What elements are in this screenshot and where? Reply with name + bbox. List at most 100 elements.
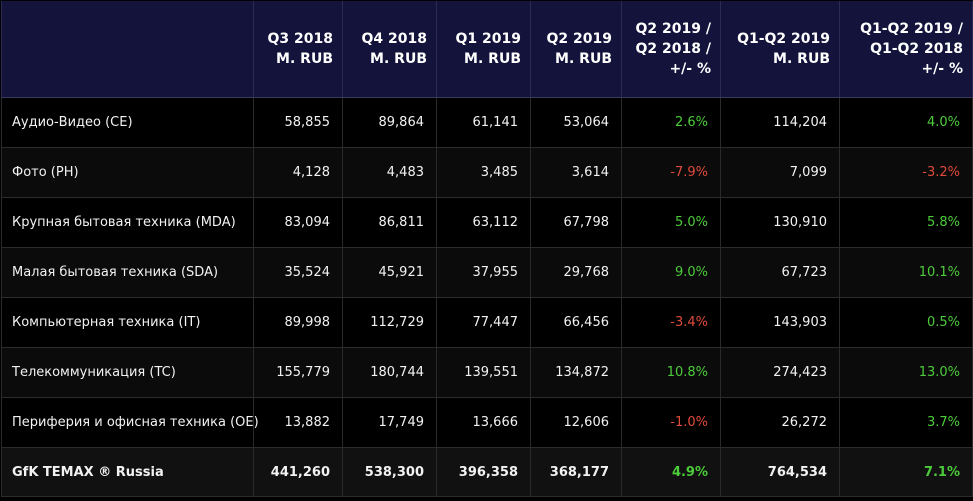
cell-h1-2019: 26,272: [720, 397, 840, 448]
cell-q3-2018: 441,260: [253, 447, 343, 497]
column-header-line: M. RUB: [464, 51, 521, 67]
cell-q3-2018: 83,094: [253, 197, 343, 248]
cell-h1-2019: 143,903: [720, 297, 840, 348]
cell-q3-2018: 58,855: [253, 97, 343, 148]
cell-h1-yoy: 0.5%: [839, 297, 973, 348]
cell-q1-2019: 63,112: [436, 197, 531, 248]
column-header-q3-2018: Q3 2018 M. RUB: [253, 1, 343, 98]
column-header-line: M. RUB: [555, 51, 612, 67]
cell-q1-2019: 77,447: [436, 297, 531, 348]
cell-q4-2018: 4,483: [342, 147, 437, 198]
cell-h1-2019: 274,423: [720, 347, 840, 398]
cell-q2-2019: 66,456: [530, 297, 622, 348]
cell-category: Фото (PH): [1, 147, 254, 198]
column-header-line: Q1 2019: [455, 31, 521, 47]
cell-q2-yoy: -3.4%: [621, 297, 721, 348]
cell-h1-2019: 67,723: [720, 247, 840, 298]
cell-q2-yoy: 5.0%: [621, 197, 721, 248]
column-header-line: M. RUB: [773, 51, 830, 67]
cell-q3-2018: 13,882: [253, 397, 343, 448]
cell-q2-yoy: -1.0%: [621, 397, 721, 448]
cell-q3-2018: 35,524: [253, 247, 343, 298]
table-row: Телекоммуникация (TC) 155,779 180,744 139,5…: [1, 347, 973, 398]
column-header-q2-2019: Q2 2019 M. RUB: [530, 1, 622, 98]
column-header-line: M. RUB: [276, 51, 333, 67]
column-header-line: Q4 2018: [361, 31, 427, 47]
column-header-h1-2019: Q1-Q2 2019 M. RUB: [720, 1, 840, 98]
cell-h1-yoy: 13.0%: [839, 347, 973, 398]
cell-q4-2018: 180,744: [342, 347, 437, 398]
column-header-line: +/- %: [921, 61, 963, 77]
column-header-line: M. RUB: [370, 51, 427, 67]
cell-q3-2018: 4,128: [253, 147, 343, 198]
cell-q4-2018: 538,300: [342, 447, 437, 497]
cell-h1-yoy: -3.2%: [839, 147, 973, 198]
column-header-line: +/- %: [669, 61, 711, 77]
table-header: Q3 2018 M. RUB Q4 2018 M. RUB Q1 2019 M. RUB Q…: [1, 1, 973, 98]
cell-h1-2019: 130,910: [720, 197, 840, 248]
column-header-line: Q1-Q2 2018: [870, 41, 963, 57]
table-row: Периферия и офисная техника (OE) 13,882 17…: [1, 397, 973, 448]
cell-q2-2019: 3,614: [530, 147, 622, 198]
cell-q2-yoy: 2.6%: [621, 97, 721, 148]
cell-q1-2019: 396,358: [436, 447, 531, 497]
column-header-q4-2018: Q4 2018 M. RUB: [342, 1, 437, 98]
cell-q3-2018: 155,779: [253, 347, 343, 398]
cell-category: Малая бытовая техника (SDA): [1, 247, 254, 298]
cell-h1-2019: 7,099: [720, 147, 840, 198]
column-header-line: Q2 2019 /: [635, 21, 711, 37]
cell-q1-2019: 61,141: [436, 97, 531, 148]
cell-category: Аудио-Видео (CE): [1, 97, 254, 148]
cell-q2-2019: 53,064: [530, 97, 622, 148]
cell-q4-2018: 86,811: [342, 197, 437, 248]
cell-h1-2019: 764,534: [720, 447, 840, 497]
cell-q3-2018: 89,998: [253, 297, 343, 348]
cell-q1-2019: 37,955: [436, 247, 531, 298]
cell-category: Компьютерная техника (IT): [1, 297, 254, 348]
column-header-category: [1, 1, 254, 98]
table-row: Аудио-Видео (CE) 58,855 89,864 61,141 53,064…: [1, 97, 973, 148]
column-header-line: Q1-Q2 2019: [737, 31, 830, 47]
table-row: Крупная бытовая техника (MDA) 83,094 86,81…: [1, 197, 973, 248]
cell-q1-2019: 139,551: [436, 347, 531, 398]
cell-q4-2018: 17,749: [342, 397, 437, 448]
cell-q4-2018: 45,921: [342, 247, 437, 298]
table-row: Фото (PH) 4,128 4,483 3,485 3,614 -7.9% 7,099-…: [1, 147, 973, 198]
table-body: Аудио-Видео (CE) 58,855 89,864 61,141 53,064…: [1, 97, 973, 497]
column-header-line: Q2 2019: [546, 31, 612, 47]
header-row: Q3 2018 M. RUB Q4 2018 M. RUB Q1 2019 M. RUB Q…: [1, 1, 973, 98]
cell-q2-yoy: 9.0%: [621, 247, 721, 298]
column-header-h1-yoy: Q1-Q2 2019 / Q1-Q2 2018 +/- %: [839, 1, 973, 98]
column-header-q2-yoy: Q2 2019 / Q2 2018 / +/- %: [621, 1, 721, 98]
cell-q2-yoy: 10.8%: [621, 347, 721, 398]
cell-q2-yoy: -7.9%: [621, 147, 721, 198]
cell-h1-yoy: 4.0%: [839, 97, 973, 148]
cell-category: Крупная бытовая техника (MDA): [1, 197, 254, 248]
cell-q2-2019: 29,768: [530, 247, 622, 298]
table-row: Малая бытовая техника (SDA) 35,524 45,921 3…: [1, 247, 973, 298]
total-row: GfK TEMAX ® Russia 441,260 538,300 396,358 3…: [1, 447, 973, 497]
cell-q2-2019: 12,606: [530, 397, 622, 448]
cell-q4-2018: 89,864: [342, 97, 437, 148]
cell-q2-2019: 134,872: [530, 347, 622, 398]
cell-q1-2019: 13,666: [436, 397, 531, 448]
cell-category: GfK TEMAX ® Russia: [1, 447, 254, 497]
cell-h1-yoy: 10.1%: [839, 247, 973, 298]
table-row: Компьютерная техника (IT) 89,998 112,729 77…: [1, 297, 973, 348]
column-header-line: Q3 2018: [267, 31, 333, 47]
cell-q2-2019: 368,177: [530, 447, 622, 497]
cell-category: Периферия и офисная техника (OE): [1, 397, 259, 448]
cell-h1-2019: 114,204: [720, 97, 840, 148]
cell-q1-2019: 3,485: [436, 147, 531, 198]
cell-q2-yoy: 4.9%: [621, 447, 721, 497]
cell-h1-yoy: 3.7%: [839, 397, 973, 448]
column-header-line: Q2 2018 /: [635, 41, 711, 57]
cell-q2-2019: 67,798: [530, 197, 622, 248]
cell-category: Телекоммуникация (TC): [1, 347, 254, 398]
cell-q4-2018: 112,729: [342, 297, 437, 348]
cell-h1-yoy: 5.8%: [839, 197, 973, 248]
cell-h1-yoy: 7.1%: [839, 447, 973, 497]
column-header-line: Q1-Q2 2019 /: [860, 21, 963, 37]
column-header-q1-2019: Q1 2019 M. RUB: [436, 1, 531, 98]
